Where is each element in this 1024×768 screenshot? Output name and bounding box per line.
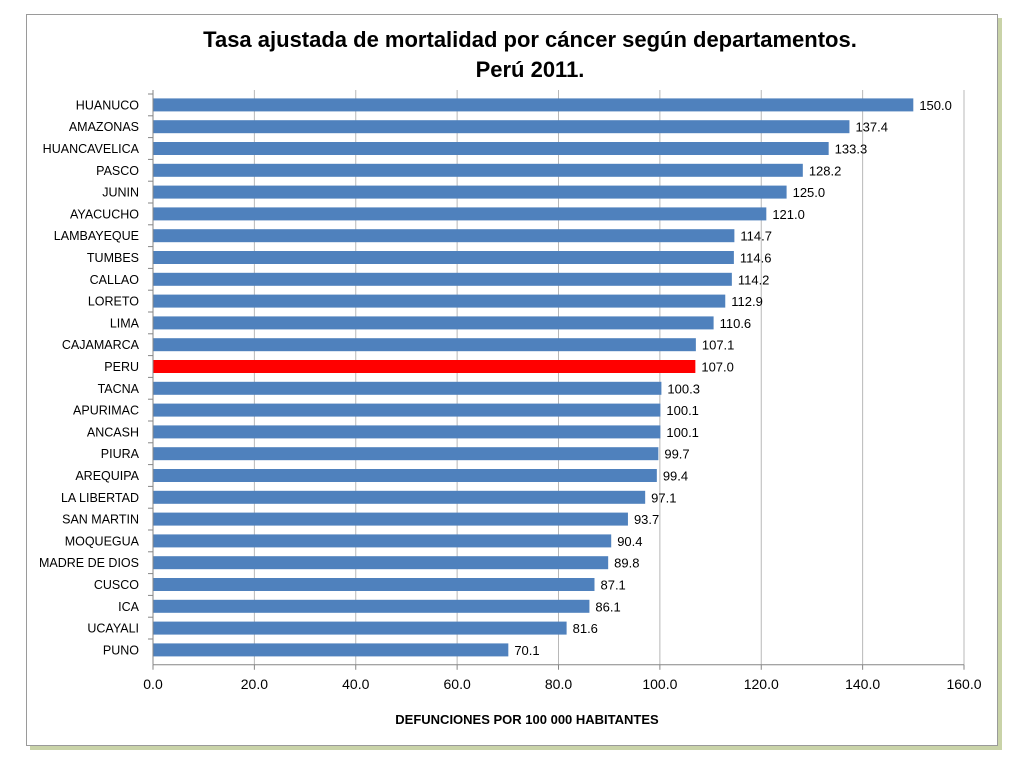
value-label: 128.2 [809, 163, 842, 178]
x-tick-label: 20.0 [241, 676, 268, 692]
bar [153, 403, 661, 417]
value-label: 133.3 [835, 142, 868, 157]
bar [153, 599, 590, 613]
category-label: LAMBAYEQUE [54, 229, 139, 243]
bar [153, 556, 609, 570]
bar [153, 142, 829, 155]
bar [153, 251, 734, 264]
value-label: 107.1 [702, 338, 735, 353]
category-label: CAJAMARCA [62, 338, 140, 352]
x-tick-label: 0.0 [143, 676, 163, 692]
category-label: CALLAO [90, 273, 140, 287]
bar [153, 469, 657, 482]
category-label: PUNO [103, 643, 139, 657]
bar [153, 272, 732, 286]
value-label: 114.6 [740, 251, 772, 266]
value-label: 100.1 [666, 425, 699, 440]
value-label: 70.1 [514, 643, 539, 658]
category-label: TUMBES [87, 251, 139, 265]
bar [153, 229, 735, 243]
value-label: 86.1 [595, 599, 620, 614]
value-label: 89.8 [614, 556, 639, 571]
value-label: 125.0 [793, 185, 826, 200]
value-label: 114.7 [740, 229, 772, 244]
bar [153, 120, 850, 134]
value-label: 99.4 [663, 469, 688, 484]
bar [153, 316, 714, 330]
bar [153, 381, 662, 395]
value-label: 112.9 [731, 294, 763, 309]
value-label: 107.0 [701, 360, 734, 375]
bar [153, 425, 661, 439]
category-label: ANCASH [87, 425, 139, 439]
bar [153, 294, 726, 308]
category-label: HUANUCO [76, 98, 139, 112]
value-label: 81.6 [573, 621, 598, 636]
category-label: LA LIBERTAD [61, 491, 139, 505]
value-label: 99.7 [664, 447, 689, 462]
category-label: CUSCO [94, 578, 139, 592]
bar [153, 578, 595, 591]
value-label: 137.4 [855, 120, 888, 135]
bar [153, 207, 767, 221]
category-label: SAN MARTIN [62, 513, 139, 527]
x-tick-label: 100.0 [642, 676, 677, 692]
value-label: 121.0 [772, 207, 805, 222]
category-label: LIMA [110, 316, 140, 330]
category-label: APURIMAC [73, 404, 139, 418]
category-label: HUANCAVELICA [43, 142, 140, 156]
category-label: UCAYALI [87, 622, 139, 636]
bar [153, 338, 696, 352]
category-label: AMAZONAS [69, 120, 139, 134]
category-label: AREQUIPA [75, 469, 139, 483]
value-label: 110.6 [720, 316, 752, 331]
value-label: 93.7 [634, 512, 659, 527]
category-label: ICA [118, 600, 140, 614]
bar-highlight [153, 360, 696, 373]
category-label: PERU [104, 360, 139, 374]
axes: 0.0 20.0 40.0 60.0 80.0 100.0 120.0 140.0 160.0 H… [39, 90, 982, 692]
category-label: JUNIN [102, 186, 139, 200]
bar [153, 490, 646, 504]
chart-subtitle: Perú 2011. [476, 57, 585, 82]
value-label: 114.2 [738, 272, 770, 287]
bar [153, 512, 628, 526]
bar-chart: Tasa ajustada de mortalidad por cáncer s… [39, 27, 982, 727]
value-label: 150.0 [919, 98, 952, 113]
x-axis-label: DEFUNCIONES POR 100 000 HABITANTES [395, 712, 659, 727]
x-tick-label: 120.0 [744, 676, 779, 692]
bar [153, 98, 914, 112]
x-tick-label: 160.0 [946, 676, 981, 692]
x-tick-label: 80.0 [545, 676, 572, 692]
bar [153, 621, 567, 635]
x-tick-label: 40.0 [342, 676, 369, 692]
bar [153, 447, 659, 461]
chart-panel: Tasa ajustada de mortalidad por cáncer s… [26, 14, 998, 746]
x-tick-label: 140.0 [845, 676, 880, 692]
bar [153, 163, 803, 177]
x-tick-label: 60.0 [444, 676, 471, 692]
category-label: PIURA [101, 447, 140, 461]
value-label: 90.4 [617, 534, 642, 549]
bar [153, 185, 787, 199]
category-label: AYACUCHO [70, 207, 139, 221]
category-label: LORETO [88, 295, 139, 309]
category-label: PASCO [96, 164, 139, 178]
category-label: TACNA [98, 382, 140, 396]
value-label: 100.3 [667, 381, 700, 396]
bar [153, 534, 612, 548]
category-label: MADRE DE DIOS [39, 556, 139, 570]
chart-title: Tasa ajustada de mortalidad por cáncer s… [203, 27, 857, 52]
value-label: 87.1 [600, 578, 625, 593]
category-label: MOQUEGUA [65, 534, 140, 548]
value-label: 97.1 [651, 490, 676, 505]
value-label: 100.1 [666, 403, 699, 418]
bar [153, 643, 509, 657]
